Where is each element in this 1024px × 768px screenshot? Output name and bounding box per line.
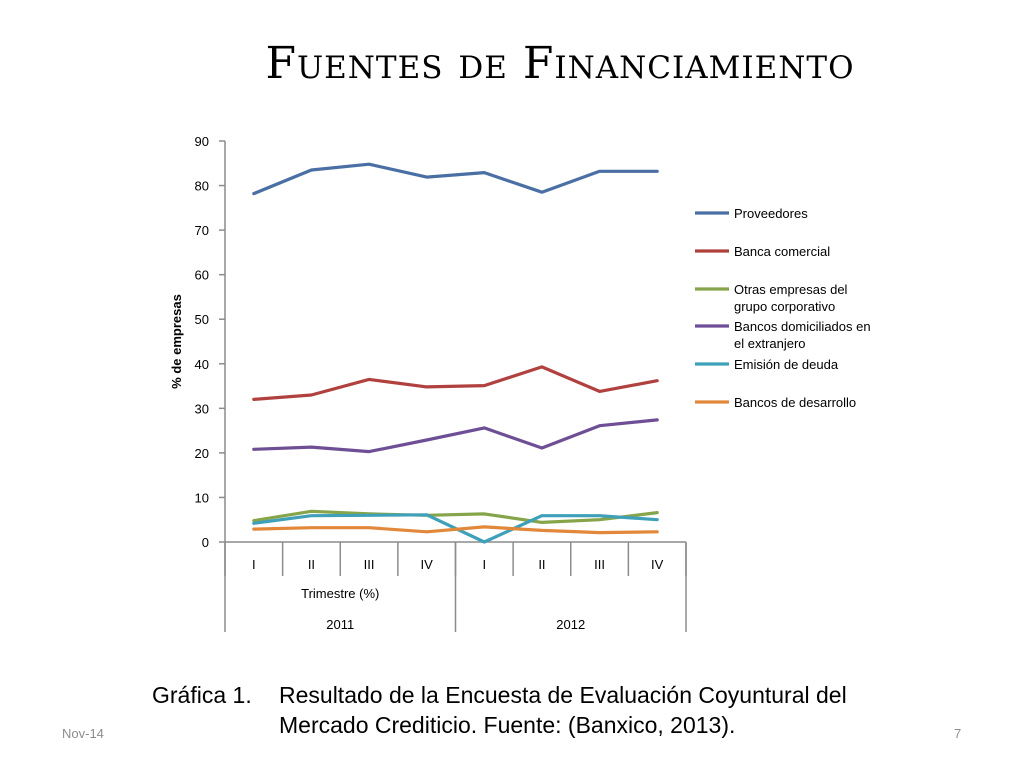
legend-label: Proveedores bbox=[734, 206, 808, 221]
y-tick-label: 90 bbox=[195, 134, 209, 149]
x-tick-label: III bbox=[594, 557, 605, 572]
footer-date: Nov-14 bbox=[62, 726, 104, 741]
caption-label: Gráfica 1. bbox=[152, 682, 252, 708]
x-tick-label: I bbox=[252, 557, 256, 572]
x-tick-label: II bbox=[308, 557, 315, 572]
x-tick-label: IV bbox=[651, 557, 664, 572]
series-line-6 bbox=[252, 525, 659, 535]
legend-label: Otras empresas del grupo corporativo bbox=[734, 282, 848, 314]
legend-label: Banca comercial bbox=[734, 244, 830, 259]
x-tick-label: III bbox=[364, 557, 375, 572]
x-tick-label: II bbox=[538, 557, 545, 572]
y-tick-label: 40 bbox=[195, 357, 209, 372]
series-line-4 bbox=[252, 418, 659, 454]
x-tick-label: IV bbox=[421, 557, 434, 572]
y-tick-label: 0 bbox=[202, 535, 209, 550]
caption-line-2: Mercado Crediticio. Fuente: (Banxico, 20… bbox=[279, 712, 736, 738]
group-label: 2012 bbox=[556, 617, 585, 632]
y-tick-label: 30 bbox=[195, 401, 209, 416]
group-label: 2011 bbox=[326, 617, 354, 632]
y-tick-label: 20 bbox=[195, 446, 209, 461]
x-axis-title: Trimestre (%) bbox=[301, 586, 379, 601]
x-tick-label: I bbox=[483, 557, 487, 572]
y-tick-label: 70 bbox=[195, 223, 209, 238]
page-number: 7 bbox=[954, 726, 962, 741]
y-tick-label: 10 bbox=[195, 490, 209, 505]
y-tick-label: 80 bbox=[195, 179, 209, 194]
series-line-2 bbox=[252, 365, 659, 401]
legend-label: Emisión de deuda bbox=[734, 357, 839, 372]
legend-label: Bancos de desarrollo bbox=[734, 395, 856, 410]
series-line-1 bbox=[252, 162, 659, 196]
y-axis-title: % de empresas bbox=[169, 294, 184, 389]
chart-legend: Proveedores Banca comercial Otras empresas… bbox=[695, 206, 871, 410]
chart-series bbox=[252, 162, 659, 544]
slide-title: Fuentes de Financiamiento bbox=[265, 38, 855, 89]
caption-line-1: Resultado de la Encuesta de Evaluación C… bbox=[279, 682, 847, 708]
y-tick-label: 60 bbox=[195, 268, 209, 283]
y-tick-label: 50 bbox=[195, 312, 209, 327]
series-line-3 bbox=[252, 509, 659, 525]
legend-label: Bancos domiciliados en el extranjero bbox=[734, 319, 871, 351]
